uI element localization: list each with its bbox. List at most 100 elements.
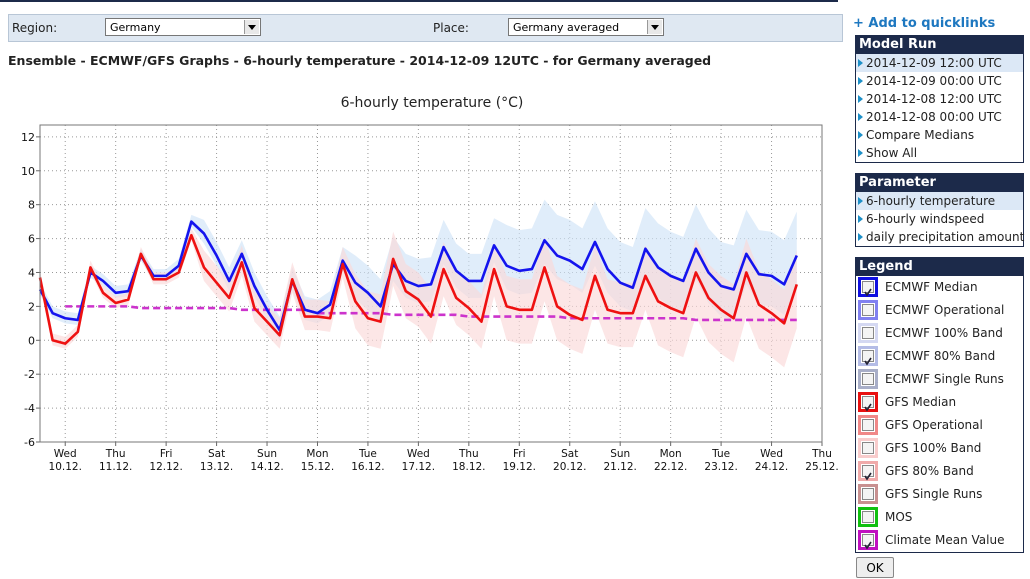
legend-swatch xyxy=(858,484,878,504)
legend-swatch xyxy=(858,438,878,458)
legend-label: ECMWF Single Runs xyxy=(885,372,1004,386)
menu-item[interactable]: 2014-12-09 12:00 UTC xyxy=(856,54,1023,72)
box-header: Parameter xyxy=(856,174,1023,192)
plot-frame xyxy=(39,124,823,443)
x-tick-label: Sun 14.12. xyxy=(250,448,284,473)
series-line xyxy=(38,220,798,332)
legend-label: ECMWF Operational xyxy=(885,303,1005,317)
legend-label: ECMWF 100% Band xyxy=(885,326,1003,340)
region-select[interactable]: Germany xyxy=(105,18,261,36)
legend-item[interactable]: ECMWF Median xyxy=(856,276,1023,299)
legend-item[interactable]: ECMWF 100% Band xyxy=(856,322,1023,345)
x-tick-label: Wed 24.12. xyxy=(754,448,789,473)
checkbox xyxy=(862,442,874,454)
x-tick-label: Wed 17.12. xyxy=(401,448,436,473)
parameter-box: Parameter 6-hourly temperature 6-hourly wi… xyxy=(855,173,1024,247)
heading: Ensemble - ECMWF/GFS Graphs - 6-hourly t… xyxy=(8,53,712,68)
legend-label: ECMWF Median xyxy=(885,280,978,294)
legend-swatch xyxy=(858,461,878,481)
legend-swatch xyxy=(858,507,878,527)
legend-swatch xyxy=(858,415,878,435)
legend-item[interactable]: ECMWF 80% Band xyxy=(856,345,1023,368)
legend-swatch xyxy=(858,346,878,366)
band-area xyxy=(40,199,797,341)
menu-item[interactable]: 2014-12-08 12:00 UTC xyxy=(856,90,1023,108)
x-tick-label: Sat 13.12. xyxy=(199,448,234,473)
x-tick-label: Sat 20.12. xyxy=(553,448,587,473)
legend-swatch xyxy=(858,300,878,320)
check-stroke xyxy=(864,357,872,366)
legend-item[interactable]: GFS 100% Band xyxy=(856,437,1023,460)
legend-label: ECMWF 80% Band xyxy=(885,349,996,363)
x-tick-label: Fri 12.12. xyxy=(149,448,183,473)
check-mark xyxy=(864,357,872,366)
legend-swatch xyxy=(858,323,878,343)
place-select[interactable]: Germany averaged xyxy=(508,18,664,36)
y-tick-label: 0 xyxy=(28,334,35,347)
y-tick-label: 4 xyxy=(28,266,35,279)
menu-item[interactable]: Show All xyxy=(856,144,1023,162)
menu-item[interactable]: 6-hourly windspeed xyxy=(856,210,1023,228)
y-tick-label: 10 xyxy=(21,165,35,178)
chart: 6-hourly temperature (°C) -6 -4 -2 0 2 4 6 8 10 1… xyxy=(21,95,823,449)
legend-item[interactable]: MOS xyxy=(856,506,1023,529)
quicklinks-link[interactable]: + Add to quicklinks xyxy=(853,16,996,31)
check-mark xyxy=(864,288,872,297)
legend-label: GFS Median xyxy=(885,395,957,409)
top-rule xyxy=(0,0,838,2)
check-stroke xyxy=(864,403,872,412)
ok-button[interactable]: OK xyxy=(856,557,894,578)
legend-swatch xyxy=(858,392,878,412)
legend-item[interactable]: ECMWF Single Runs xyxy=(856,368,1023,391)
x-tick-label: Thu 25.12. xyxy=(805,448,839,473)
checkbox xyxy=(862,373,874,385)
legend-label: GFS 100% Band xyxy=(885,441,982,455)
check-mark xyxy=(864,472,872,481)
place-value: Germany averaged xyxy=(513,21,620,34)
y-tick-label: 2 xyxy=(28,300,35,313)
x-tick-label: Thu 11.12. xyxy=(98,448,133,473)
legend-box: Legend ECMWF Median ECMWF Operational ECMWF… xyxy=(855,257,1024,553)
legend-item[interactable]: GFS 80% Band xyxy=(856,460,1023,483)
model-run-box: Model Run 2014-12-09 12:00 UTC 2014-12-09 … xyxy=(855,35,1024,163)
band-area xyxy=(40,228,797,368)
check-stroke xyxy=(864,472,872,481)
legend-label: GFS 80% Band xyxy=(885,464,974,478)
x-tick-label: Fri 19.12. xyxy=(502,448,536,473)
legend-swatch xyxy=(858,277,878,297)
checkbox xyxy=(862,350,874,366)
check-mark xyxy=(864,541,872,550)
menu-item[interactable]: 2014-12-09 00:00 UTC xyxy=(856,72,1023,90)
checkbox xyxy=(862,396,874,412)
chart-title: 6-hourly temperature (°C) xyxy=(341,95,524,111)
menu-item[interactable]: 6-hourly temperature xyxy=(856,192,1023,210)
y-tick-label: 8 xyxy=(28,199,35,212)
legend-item[interactable]: GFS Median xyxy=(856,391,1023,414)
series-line xyxy=(38,233,799,345)
y-tick-label: -4 xyxy=(24,402,35,415)
filter-bar: Region: Germany Place: Germany averaged xyxy=(8,14,843,42)
legend-label: GFS Single Runs xyxy=(885,487,983,501)
region-label: Region: xyxy=(12,21,58,35)
checkbox xyxy=(862,488,874,500)
x-tick-label: Thu 18.12. xyxy=(452,448,486,473)
legend-item[interactable]: Climate Mean Value xyxy=(856,529,1023,552)
menu-item[interactable]: Compare Medians xyxy=(856,126,1023,144)
legend-item[interactable]: GFS Operational xyxy=(856,414,1023,437)
checkbox xyxy=(862,534,874,550)
checkbox xyxy=(862,511,874,523)
box-header: Model Run xyxy=(856,36,1023,54)
legend-item[interactable]: GFS Single Runs xyxy=(856,483,1023,506)
y-tick-label: -2 xyxy=(24,368,35,381)
legend-label: GFS Operational xyxy=(885,418,983,432)
checkbox xyxy=(862,419,874,431)
menu-item[interactable]: daily precipitation amount xyxy=(856,228,1024,246)
box-header: Legend xyxy=(856,258,1023,276)
x-tick-label: Mon 15.12. xyxy=(300,448,335,473)
x-tick-label: Tue 16.12. xyxy=(351,448,385,473)
check-mark xyxy=(864,403,872,412)
legend-item[interactable]: ECMWF Operational xyxy=(856,299,1023,322)
legend-swatch xyxy=(858,369,878,389)
menu-item[interactable]: 2014-12-08 00:00 UTC xyxy=(856,108,1023,126)
x-tick-label: Sun 21.12. xyxy=(603,448,637,473)
